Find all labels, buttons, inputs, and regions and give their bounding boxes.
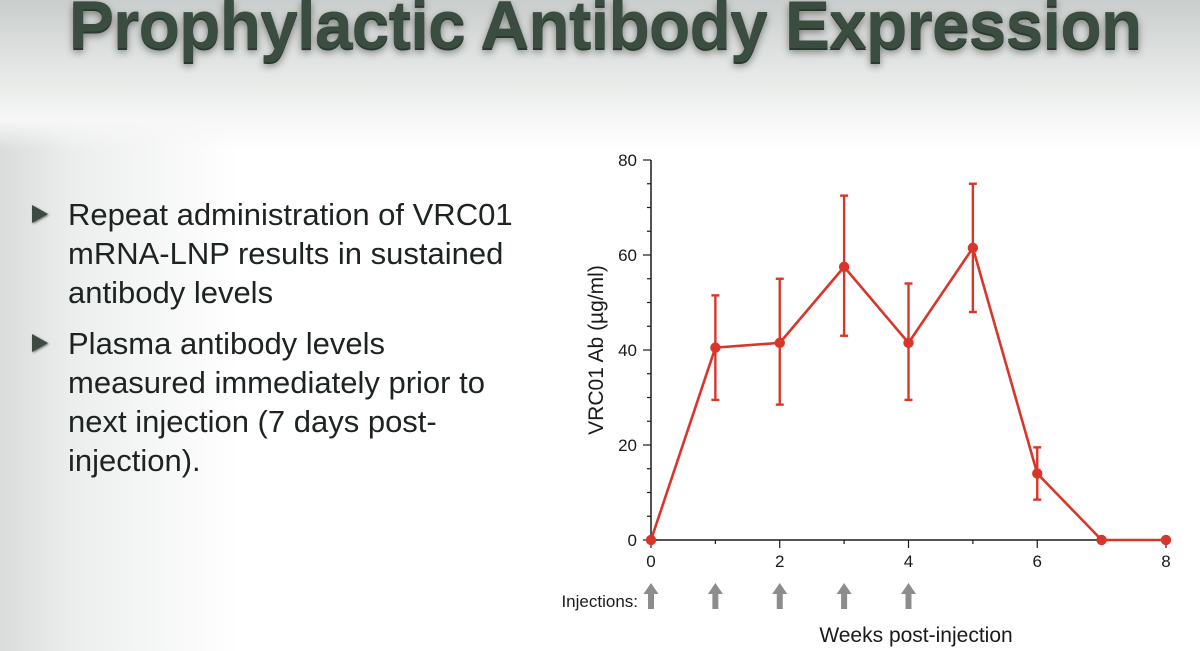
y-tick-label: 0: [628, 531, 637, 550]
triangle-bullet-icon: [32, 205, 48, 223]
chart-axes: 0 20 40 60 80 0 2 4 6 8: [618, 151, 1171, 571]
data-point: [1032, 468, 1043, 479]
data-point: [838, 261, 850, 273]
x-tick-label: 8: [1161, 552, 1170, 571]
up-arrow-icon: [901, 583, 916, 609]
chart-series: [645, 182, 1172, 546]
data-point: [903, 337, 914, 349]
slide-title: Prophylactic Antibody Expression: [68, 0, 1143, 63]
up-arrow-icon: [643, 583, 659, 609]
injections-label: Injections:: [561, 592, 638, 611]
y-tick-label: 40: [618, 341, 637, 360]
title-band: [0, 0, 1200, 150]
data-point: [710, 342, 721, 353]
y-axis-title: VRC01 Ab (µg/ml): [585, 265, 608, 435]
up-arrow-icon: [707, 583, 723, 609]
injection-markers: Injections:: [561, 583, 916, 611]
y-tick-label: 20: [618, 436, 637, 455]
bullet-text-2: Plasma antibody levels measured immediat…: [68, 326, 485, 478]
x-tick-label: 6: [1033, 552, 1042, 571]
bullet-text-1: Repeat administration of VRC01 mRNA-LNP …: [68, 197, 513, 310]
bullet-item-1: Repeat administration of VRC01 mRNA-LNP …: [30, 195, 530, 312]
bullet-list: Repeat administration of VRC01 mRNA-LNP …: [30, 195, 530, 492]
x-axis-title: Weeks post-injection: [819, 624, 1012, 647]
y-tick-label: 60: [618, 246, 637, 265]
bullet-item-2: Plasma antibody levels measured immediat…: [30, 324, 530, 480]
data-point: [1160, 534, 1172, 546]
data-point: [1096, 534, 1107, 546]
triangle-bullet-icon: [32, 334, 48, 352]
y-tick-label: 80: [618, 151, 637, 170]
x-tick-label: 4: [904, 552, 913, 571]
up-arrow-icon: [836, 583, 852, 609]
data-point: [774, 337, 785, 349]
x-tick-label: 2: [775, 552, 784, 571]
data-point: [967, 242, 979, 254]
x-tick-label: 0: [646, 552, 655, 571]
data-point: [645, 534, 657, 546]
up-arrow-icon: [772, 583, 788, 609]
